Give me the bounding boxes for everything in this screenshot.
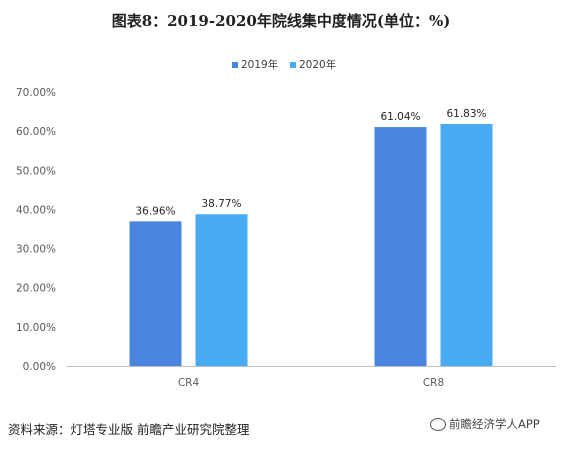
bars — [129, 123, 493, 367]
source-note: 资料来源：灯塔专业版 前瞻产业研究院整理 — [8, 422, 250, 437]
y-tick-label: 60.00% — [16, 126, 56, 138]
chart-title: 图表8：2019-2020年院线集中度情况(单位：%) — [111, 12, 451, 30]
bar — [440, 123, 493, 367]
x-tick-label: CR8 — [423, 377, 444, 389]
y-tick-label: 70.00% — [16, 87, 56, 99]
data-label: 36.96% — [135, 205, 175, 217]
watermark-text: 前瞻经济学人APP — [449, 417, 540, 431]
legend-label: 2019年 — [241, 58, 278, 71]
legend-label: 2020年 — [299, 58, 336, 71]
data-label: 38.77% — [201, 198, 241, 210]
wechat-icon — [430, 418, 446, 431]
y-tick-label: 20.00% — [16, 283, 56, 295]
watermark-logo: 前瞻经济学人APP — [430, 416, 540, 432]
data-label: 61.83% — [446, 108, 486, 120]
y-tick-label: 50.00% — [16, 165, 56, 177]
bar — [195, 214, 248, 366]
data-label: 61.04% — [380, 111, 420, 123]
y-tick-label: 40.00% — [16, 204, 56, 216]
y-tick-label: 0.00% — [23, 361, 56, 373]
legend-swatch — [232, 62, 238, 68]
y-tick-label: 30.00% — [16, 244, 56, 256]
x-axis: CR4 CR8 — [66, 366, 556, 389]
bar — [129, 221, 182, 366]
x-tick-label: CR4 — [178, 377, 200, 389]
legend-swatch — [290, 62, 296, 68]
legend: 2019年 2020年 — [232, 58, 336, 71]
bar — [374, 127, 427, 367]
y-tick-label: 10.00% — [16, 322, 56, 334]
data-labels: 36.96% 38.77% 61.04% 61.83% — [135, 108, 486, 217]
y-axis: 0.00% 10.00% 20.00% 30.00% 40.00% 50.00% 60.00… — [16, 87, 56, 373]
